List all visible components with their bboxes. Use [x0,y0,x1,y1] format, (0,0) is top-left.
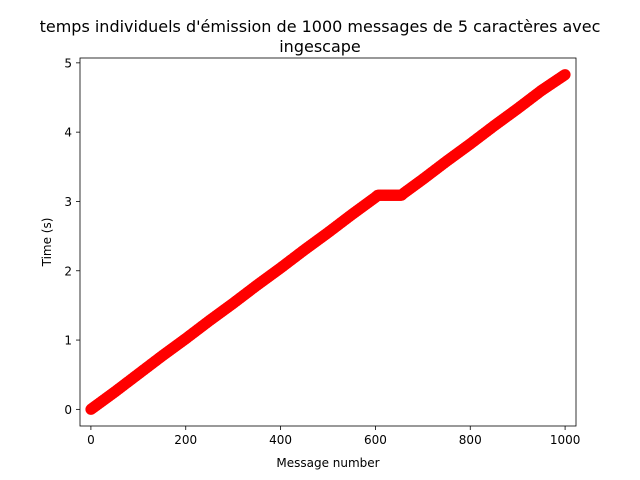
y-tick-label: 2 [64,264,72,278]
x-tick-label: 600 [364,433,387,447]
y-tick-label: 1 [64,334,72,348]
y-tick-label: 5 [64,56,72,70]
y-axis-label: Time (s) [40,218,54,268]
data-series [85,69,571,415]
y-tick-label: 4 [64,126,72,140]
axes-frame [79,57,577,427]
x-tick-label: 400 [269,433,292,447]
chart-title-line-2: ingescape [279,37,361,56]
x-tick-label: 1000 [550,433,581,447]
x-tick-label: 200 [174,433,197,447]
x-axis-ticks: 0 200 400 600 800 1000 [87,426,580,447]
data-point [559,69,571,81]
chart-title-line-1: temps individuels d'émission de 1000 mes… [40,17,601,36]
y-tick-label: 3 [64,195,72,209]
x-axis-label: Message number [276,456,379,470]
x-tick-label: 800 [459,433,482,447]
y-tick-label: 0 [64,403,72,417]
y-axis-ticks: 0 1 2 3 4 5 [64,56,80,417]
x-tick-label: 0 [87,433,95,447]
plot-area [79,57,577,427]
